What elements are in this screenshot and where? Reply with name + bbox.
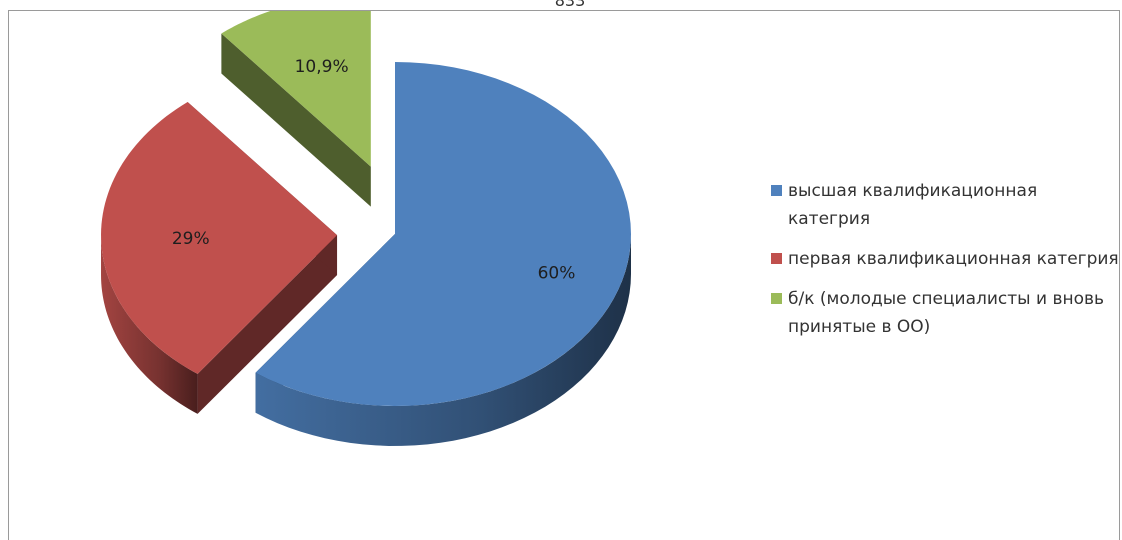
legend-label: б/к (молодые специалисты и вновь приняты… (788, 289, 1105, 337)
data-label: 10,9% (295, 57, 349, 77)
slice-высшая-квалификационная-категрия-group: 60% (255, 62, 631, 446)
legend-label: первая квалификационная категрия (788, 249, 1119, 269)
legend-swatch (771, 185, 782, 196)
chart-frame: 29% 10,9% 60% высшая квалификационная кате… (8, 10, 1120, 540)
slice-side-wall-0 (221, 33, 371, 207)
page-number-fragment: 833 (554, 0, 586, 10)
slice-первая-квалификационная-категрия (101, 101, 338, 374)
slice-высшая-квалификационная-категрия (255, 62, 631, 406)
slice-rim (255, 234, 631, 446)
legend-label: высшая квалификационная категрия (788, 181, 1038, 229)
slice-side-wall-0 (197, 235, 338, 414)
legend-item: первая квалификационная категрия (771, 245, 1121, 273)
legend-swatch (771, 293, 782, 304)
legend-swatch (771, 253, 782, 264)
pie-slices: 29% 10,9% 60% (101, 11, 631, 446)
legend-item: высшая квалификационная категрия (771, 177, 1121, 233)
pie-chart: 29% 10,9% 60% (101, 11, 631, 446)
slice-б-к-молодые-специалисты-и-вновь-принятые-в-оо--group: 10,9% (221, 11, 371, 207)
legend: высшая квалификационная категрия первая к… (771, 177, 1121, 353)
slice-первая-квалификационная-категрия-group: 29% (101, 101, 338, 414)
data-label: 29% (172, 229, 210, 249)
data-label: 60% (538, 263, 576, 283)
legend-item: б/к (молодые специалисты и вновь приняты… (771, 285, 1121, 341)
slice-rim (101, 235, 198, 414)
slice-б-к-молодые-специалисты-и-вновь-принятые-в-оо- (221, 11, 371, 167)
